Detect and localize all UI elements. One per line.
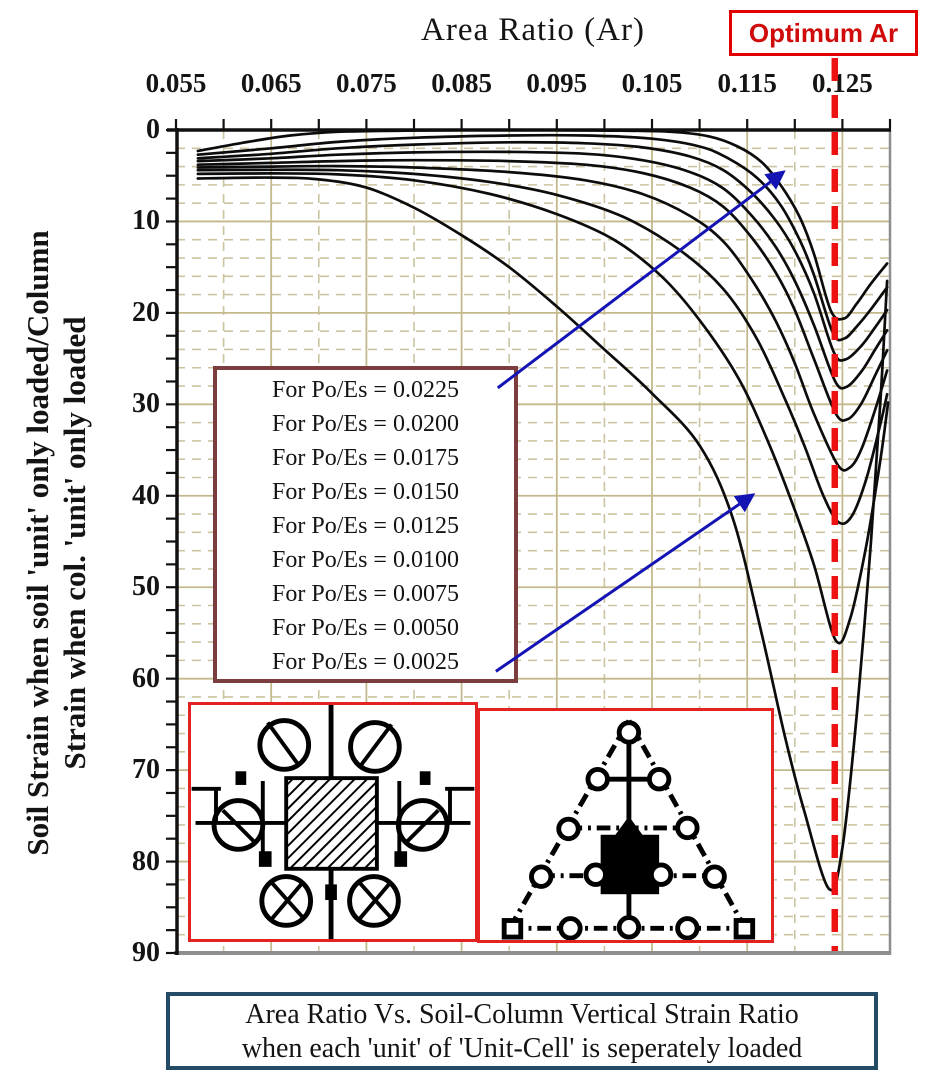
y-tick-label: 60 [132,662,160,694]
y-tick-label: 10 [132,205,160,237]
x-tick-label: 0.085 [431,68,492,98]
x-tick-label: 0.075 [336,68,397,98]
legend: For Po/Es = 0.0225 For Po/Es = 0.0200 For … [213,366,518,683]
y-tick-label: 30 [132,388,160,420]
y-tick-label: 40 [132,479,160,511]
legend-item: For Po/Es = 0.0025 [272,649,459,675]
triangular-unit-cell-diagram [477,708,774,943]
legend-item: For Po/Es = 0.0100 [272,547,459,573]
x-tick-label: 0.125 [812,68,873,98]
y-tick-label: 80 [132,845,160,877]
y-tick-label: 20 [132,296,160,328]
x-tick-label: 0.115 [717,68,777,98]
y-tick-label: 0 [146,114,160,145]
legend-arrow-1 [496,170,786,390]
y-axis-title-line2: Strain when col. 'unit' only loaded [57,316,92,770]
square-unit-cell-diagram [188,702,478,942]
caption-line2: when each 'unit' of 'Unit-Cell' is seper… [241,1033,803,1064]
legend-item: For Po/Es = 0.0150 [272,479,459,505]
curve-0.0225 [196,128,889,321]
caption-line1: Area Ratio Vs. Soil-Column Vertical Stra… [245,999,799,1030]
x-tick-label: 0.095 [526,68,588,98]
x-tick-label: 0.055 [145,68,207,98]
optimum-ar-callout: Optimum Ar [729,10,918,56]
legend-item: For Po/Es = 0.0200 [272,411,459,437]
legend-arrow-2 [495,493,756,673]
legend-item: For Po/Es = 0.0175 [272,445,459,471]
curve-0.0150 [196,150,889,390]
square-unit-cell-image [191,705,475,939]
y-tick-label: 70 [132,754,160,786]
legend-item: For Po/Es = 0.0050 [272,615,459,641]
curve-0.0175 [196,140,889,362]
legend-item: For Po/Es = 0.0225 [272,377,459,403]
triangular-unit-cell-image [501,719,756,940]
chart-title: Area Ratio (Ar) [421,12,645,48]
y-tick-label: 90 [132,937,160,968]
y-tick-label: 50 [132,571,160,603]
x-tick-label: 0.105 [621,68,683,98]
y-axis-title: Soil Strain when soil 'unit' only loaded… [19,103,95,983]
legend-item: For Po/Es = 0.0125 [272,513,459,539]
legend-item: For Po/Es = 0.0075 [272,581,459,607]
caption: Area Ratio Vs. Soil-Column Vertical Stra… [166,992,878,1070]
curve-0.0200 [196,133,889,342]
optimum-ar-label: Optimum Ar [748,18,899,48]
y-axis-title-line1: Soil Strain when soil 'unit' only loaded… [20,230,55,856]
x-tick-label: 0.065 [240,68,302,98]
